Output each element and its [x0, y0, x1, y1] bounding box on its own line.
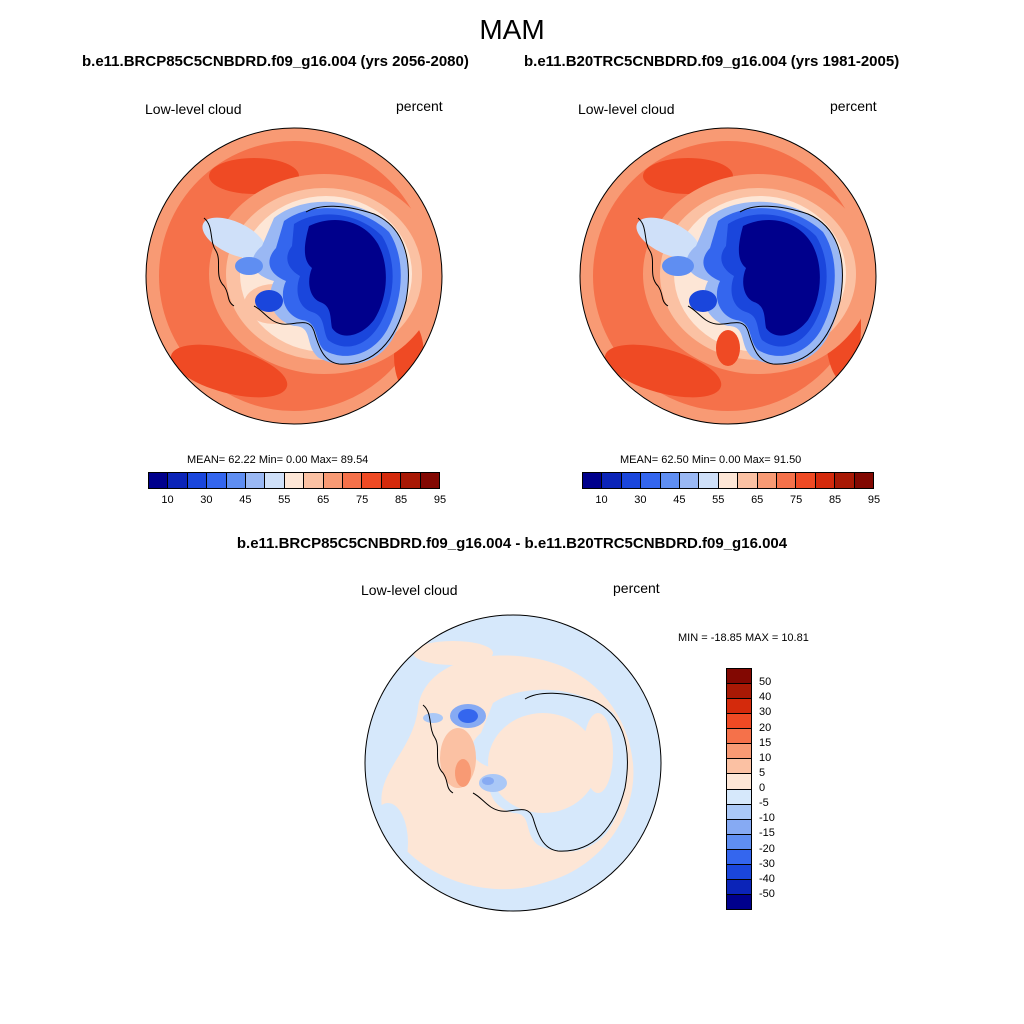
colorbar-swatch [727, 774, 751, 790]
colorbar-swatch [727, 729, 751, 745]
panel2-stats: MEAN= 62.50 Min= 0.00 Max= 91.50 [620, 454, 802, 466]
colorbar-swatch [727, 834, 751, 850]
colorbar-swatch [362, 473, 382, 488]
colorbar-swatch [727, 849, 751, 865]
colorbar-swatch [727, 744, 751, 760]
colorbar-tick-label: 45 [239, 494, 252, 506]
colorbar-swatch [727, 819, 751, 835]
colorbar-swatch [727, 759, 751, 775]
colorbar-swatch [727, 894, 751, 909]
colorbar-swatch [727, 699, 751, 715]
panel3-units-label: percent [613, 580, 660, 596]
colorbar-tick-label: 10 [161, 494, 174, 506]
colorbar-tick-label: 30 [634, 494, 647, 506]
colorbar-swatch [727, 714, 751, 730]
colorbar-tick-label: 75 [790, 494, 803, 506]
colorbar-tick-label: 45 [673, 494, 686, 506]
colorbar-tick-label: 15 [759, 736, 772, 749]
panel2-polar-map [579, 127, 877, 425]
colorbar-tick-label: 65 [751, 494, 764, 506]
colorbar-swatch [187, 473, 208, 488]
colorbar-swatch [304, 473, 324, 488]
colorbar-swatch [727, 669, 751, 685]
colorbar-swatch [583, 473, 603, 488]
case2-title: b.e11.B20TRC5CNBDRD.f09_g16.004 (yrs 198… [524, 53, 900, 70]
panel3-variable-label: Low-level cloud [361, 582, 458, 598]
colorbar-tick-label: -10 [759, 812, 775, 825]
colorbar-tick-label: 65 [317, 494, 330, 506]
colorbar-tick-label: 40 [759, 691, 772, 704]
panel2-units-label: percent [830, 98, 877, 114]
colorbar-tick-label: 55 [278, 494, 291, 506]
colorbar-tick-label: 95 [433, 494, 447, 506]
colorbar-tick-label: 85 [828, 494, 842, 506]
colorbar-swatch [777, 473, 797, 488]
colorbar-swatch [680, 473, 700, 488]
difference-polar-map [364, 614, 662, 912]
colorbar-tick-label: 0 [759, 782, 766, 794]
colorbar-swatch [796, 473, 816, 488]
colorbar-tick-label: -30 [759, 857, 775, 870]
colorbar-tick-label: 10 [595, 494, 608, 506]
difference-stats: MIN = -18.85 MAX = 10.81 [678, 632, 809, 644]
case1-title: b.e11.BRCP85C5CNBDRD.f09_g16.004 (yrs 20… [82, 53, 469, 70]
colorbar-tick-label: 30 [759, 706, 772, 719]
colorbar-swatch [815, 473, 836, 488]
colorbar-swatch [168, 473, 188, 488]
colorbar-tick-label: -50 [759, 887, 775, 900]
colorbar-swatch [727, 864, 751, 880]
panel1-stats: MEAN= 62.22 Min= 0.00 Max= 89.54 [187, 454, 369, 466]
colorbar-swatch [343, 473, 363, 488]
colorbar-tick-label: -5 [759, 797, 769, 810]
difference-colorbar [726, 668, 752, 910]
colorbar-swatch [699, 473, 719, 488]
colorbar-swatch [854, 473, 874, 488]
colorbar-tick-label: 55 [712, 494, 725, 506]
colorbar-tick-label: 85 [394, 494, 408, 506]
colorbar-swatch [246, 473, 266, 488]
colorbar-swatch [621, 473, 642, 488]
colorbar-swatch [207, 473, 227, 488]
colorbar-swatch [641, 473, 661, 488]
colorbar-swatch [727, 804, 751, 820]
figure-title: MAM [479, 14, 545, 45]
colorbar-swatch [757, 473, 778, 488]
colorbar-tick-label: 95 [867, 494, 881, 506]
colorbar-swatch [149, 473, 169, 488]
colorbar-tick-label: 5 [759, 766, 766, 779]
panel1-colorbar [148, 472, 440, 489]
colorbar-swatch [602, 473, 622, 488]
colorbar-swatch [226, 473, 247, 488]
panel2-colorbar [582, 472, 874, 489]
colorbar-tick-label: -15 [759, 827, 775, 840]
colorbar-swatch [323, 473, 344, 488]
colorbar-swatch [265, 473, 285, 488]
colorbar-swatch [401, 473, 421, 488]
colorbar-swatch [420, 473, 440, 488]
panel1-variable-label: Low-level cloud [145, 101, 242, 117]
colorbar-tick-label: -20 [759, 842, 775, 855]
colorbar-swatch [718, 473, 739, 488]
panel1-units-label: percent [396, 98, 443, 114]
colorbar-tick-label: 10 [759, 751, 772, 764]
difference-title: b.e11.BRCP85C5CNBDRD.f09_g16.004 - b.e11… [236, 535, 788, 552]
colorbar-swatch [660, 473, 681, 488]
colorbar-tick-label: 20 [759, 721, 772, 734]
colorbar-swatch [284, 473, 305, 488]
colorbar-swatch [738, 473, 758, 488]
colorbar-tick-label: -40 [759, 872, 775, 885]
colorbar-swatch [381, 473, 402, 488]
colorbar-tick-label: 50 [759, 676, 772, 689]
colorbar-swatch [727, 879, 751, 895]
panel1-polar-map [145, 127, 443, 425]
colorbar-swatch [727, 789, 751, 805]
colorbar-swatch [835, 473, 855, 488]
colorbar-tick-label: 75 [356, 494, 369, 506]
colorbar-swatch [727, 684, 751, 700]
colorbar-tick-label: 30 [200, 494, 213, 506]
panel2-variable-label: Low-level cloud [578, 101, 675, 117]
